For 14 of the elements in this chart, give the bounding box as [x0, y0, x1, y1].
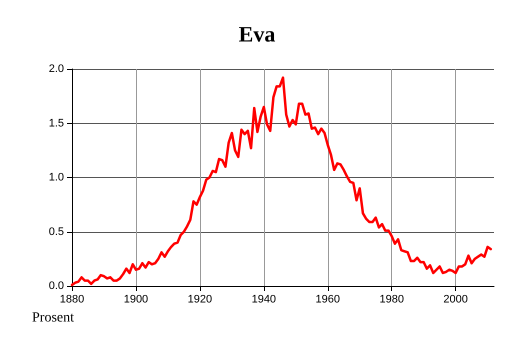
x-tick-label: 1900: [124, 294, 148, 306]
y-tick-label: 2.0: [48, 63, 64, 75]
x-tick-label: 1880: [60, 294, 84, 306]
x-tick-label: 1940: [252, 294, 276, 306]
y-tick-label: 0.5: [48, 226, 64, 238]
x-tick-label: 1960: [316, 294, 340, 306]
y-tick-label: 1.5: [48, 117, 64, 130]
y-tick-label: 1.0: [48, 172, 64, 184]
y-tick-label: 0.0: [48, 280, 64, 292]
chart-title: Eva: [238, 22, 276, 46]
x-tick-label: 1920: [188, 294, 212, 306]
y-axis-title: Prosent: [32, 310, 74, 326]
x-tick-label: 2000: [443, 294, 468, 306]
x-tick-label: 1980: [379, 294, 404, 306]
